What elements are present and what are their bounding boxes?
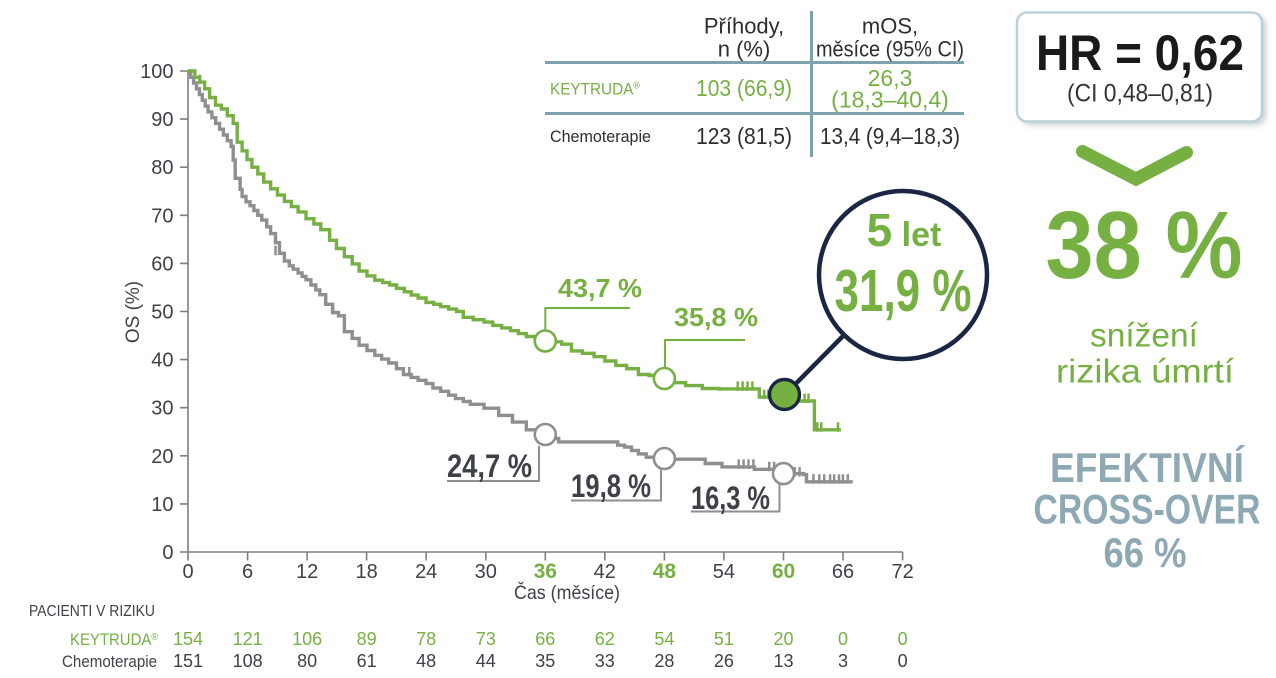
- svg-text:19,8 %: 19,8 %: [571, 468, 651, 504]
- svg-text:snížení: snížení: [1090, 317, 1198, 354]
- svg-text:KEYTRUDA®: KEYTRUDA®: [550, 80, 641, 99]
- svg-text:3: 3: [838, 651, 848, 671]
- svg-text:měsíce (95% CI): měsíce (95% CI): [816, 37, 964, 62]
- svg-text:89: 89: [357, 629, 377, 649]
- svg-text:48: 48: [416, 651, 436, 671]
- svg-text:6: 6: [242, 561, 253, 583]
- svg-text:60: 60: [772, 560, 795, 583]
- svg-text:154: 154: [173, 629, 203, 649]
- svg-text:123 (81,5): 123 (81,5): [696, 123, 792, 149]
- svg-text:Chemoterapie: Chemoterapie: [550, 127, 651, 146]
- svg-text:Čas (měsíce): Čas (měsíce): [514, 581, 620, 604]
- svg-text:108: 108: [233, 651, 263, 671]
- svg-text:51: 51: [714, 629, 734, 649]
- svg-text:48: 48: [653, 560, 677, 583]
- svg-text:73: 73: [476, 629, 496, 649]
- svg-text:35,8 %: 35,8 %: [674, 302, 758, 332]
- svg-text:72: 72: [891, 561, 913, 583]
- svg-text:100: 100: [140, 61, 173, 83]
- svg-text:40: 40: [151, 350, 173, 372]
- svg-text:(CI 0,48–0,81): (CI 0,48–0,81): [1067, 80, 1213, 108]
- svg-text:OS (%): OS (%): [123, 281, 144, 343]
- svg-text:5 let: 5 let: [867, 204, 942, 256]
- svg-text:80: 80: [151, 157, 173, 179]
- svg-text:35: 35: [535, 651, 555, 671]
- svg-text:30: 30: [151, 398, 173, 420]
- svg-text:62: 62: [595, 629, 615, 649]
- svg-text:n (%): n (%): [718, 37, 771, 62]
- svg-text:42: 42: [594, 561, 616, 583]
- svg-text:121: 121: [233, 629, 263, 649]
- svg-text:66 %: 66 %: [1104, 529, 1187, 576]
- svg-text:78: 78: [416, 629, 436, 649]
- svg-text:38 %: 38 %: [1046, 192, 1243, 299]
- svg-text:rizika úmrtí: rizika úmrtí: [1056, 353, 1234, 390]
- svg-text:43,7 %: 43,7 %: [558, 273, 642, 303]
- svg-text:36: 36: [534, 560, 557, 583]
- svg-text:PACIENTI V RIZIKU: PACIENTI V RIZIKU: [29, 603, 155, 620]
- svg-text:54: 54: [713, 561, 735, 583]
- svg-text:CROSS-OVER: CROSS-OVER: [1034, 486, 1261, 533]
- svg-text:0: 0: [838, 629, 848, 649]
- svg-text:33: 33: [595, 651, 615, 671]
- svg-text:30: 30: [475, 561, 497, 583]
- svg-text:50: 50: [151, 302, 173, 324]
- svg-text:13: 13: [773, 651, 793, 671]
- svg-text:0: 0: [898, 629, 908, 649]
- svg-text:28: 28: [654, 651, 674, 671]
- svg-text:26: 26: [714, 651, 734, 671]
- svg-text:Chemoterapie: Chemoterapie: [62, 653, 157, 671]
- svg-text:12: 12: [296, 561, 318, 583]
- svg-text:70: 70: [151, 205, 173, 227]
- svg-text:60: 60: [151, 253, 173, 275]
- svg-text:66: 66: [832, 561, 854, 583]
- svg-text:13,4 (9,4–18,3): 13,4 (9,4–18,3): [820, 123, 960, 149]
- svg-text:61: 61: [357, 651, 377, 671]
- svg-text:20: 20: [151, 446, 173, 468]
- svg-text:24: 24: [415, 561, 437, 583]
- svg-text:HR = 0,62: HR = 0,62: [1036, 25, 1244, 81]
- svg-text:80: 80: [297, 651, 317, 671]
- svg-text:10: 10: [151, 494, 173, 516]
- svg-text:KEYTRUDA®: KEYTRUDA®: [70, 631, 159, 649]
- svg-text:mOS,: mOS,: [862, 14, 918, 39]
- svg-text:26,3: 26,3: [868, 65, 913, 91]
- svg-text:16,3 %: 16,3 %: [691, 480, 770, 516]
- svg-text:31,9 %: 31,9 %: [835, 258, 972, 324]
- svg-text:24,7 %: 24,7 %: [447, 448, 532, 484]
- svg-text:0: 0: [162, 542, 173, 564]
- svg-text:EFEKTIVNÍ: EFEKTIVNÍ: [1050, 444, 1245, 491]
- svg-text:66: 66: [535, 629, 555, 649]
- svg-text:151: 151: [173, 651, 203, 671]
- svg-text:90: 90: [151, 109, 173, 131]
- svg-text:0: 0: [898, 651, 908, 671]
- svg-text:18: 18: [355, 561, 377, 583]
- svg-text:(18,3–40,4): (18,3–40,4): [831, 87, 949, 113]
- svg-text:20: 20: [773, 629, 793, 649]
- svg-text:54: 54: [654, 629, 674, 649]
- svg-text:Příhody,: Příhody,: [704, 14, 784, 39]
- svg-text:44: 44: [476, 651, 496, 671]
- svg-text:106: 106: [292, 629, 322, 649]
- svg-text:103 (66,9): 103 (66,9): [696, 75, 792, 101]
- svg-text:0: 0: [182, 561, 193, 583]
